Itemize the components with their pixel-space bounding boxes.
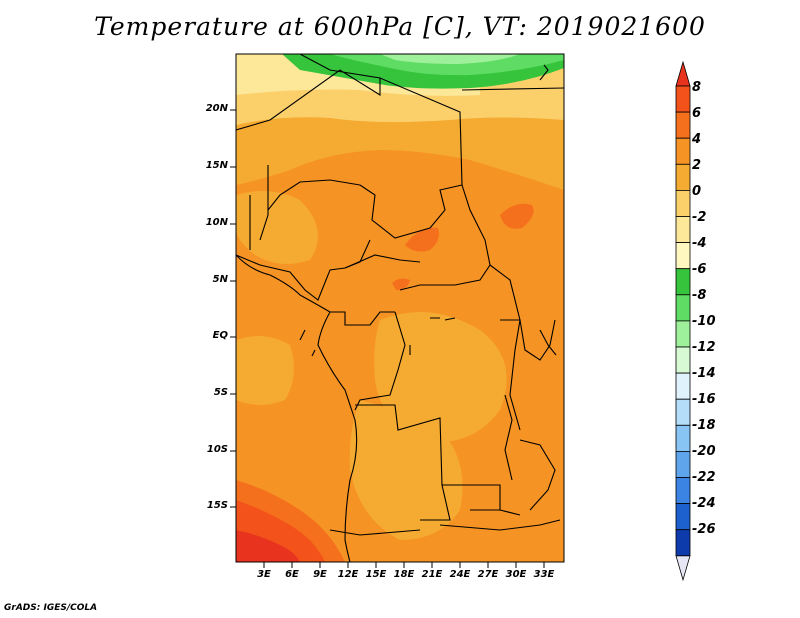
colorbar-swatch	[675, 268, 691, 296]
colorbar-swatch	[675, 137, 691, 165]
colorbar-arrow-top	[675, 60, 691, 87]
map-title: Temperature at 600hPa [C], VT: 201902160…	[94, 12, 706, 41]
colorbar-swatch	[675, 529, 691, 557]
colorbar-label: 4	[692, 132, 702, 147]
colorbar-label: -24	[692, 496, 716, 511]
colorbar-label: -2	[692, 210, 707, 225]
colorbar-swatch	[675, 372, 691, 400]
colorbar-swatch	[675, 242, 691, 270]
colorbar-swatch	[675, 450, 691, 478]
lat-label-5n: 5N	[212, 274, 228, 285]
colorbar-swatch	[675, 216, 691, 244]
colorbar-label: 2	[692, 158, 702, 173]
lon-label-12e: 12E	[337, 569, 359, 580]
colorbar-label: -8	[692, 288, 707, 303]
lon-label-3e: 3E	[257, 569, 271, 580]
colorbar-swatch	[675, 503, 691, 531]
colorbar-swatch	[675, 424, 691, 452]
lon-label-24e: 24E	[449, 569, 471, 580]
colorbar-swatch	[675, 346, 691, 374]
colorbar-swatch	[675, 163, 691, 191]
colorbar-label: -20	[692, 444, 716, 459]
colorbar-label: -12	[692, 340, 716, 355]
lon-label-27e: 27E	[477, 569, 499, 580]
colorbar-swatch	[675, 294, 691, 322]
colorbar-swatch	[675, 111, 691, 139]
lat-label-10s: 10S	[206, 444, 228, 455]
colorbar-label: 8	[692, 80, 702, 95]
lat-label-eq: EQ	[212, 330, 228, 341]
colorbar-swatch	[675, 477, 691, 505]
colorbar-label: 0	[692, 184, 702, 199]
lat-label-20n: 20N	[205, 103, 228, 114]
lat-label-15n: 15N	[205, 160, 228, 171]
colorbar-swatch	[675, 85, 691, 113]
country-borders	[236, 54, 564, 562]
lon-label-18e: 18E	[393, 569, 415, 580]
colorbar-swatch	[675, 398, 691, 426]
lon-label-6e: 6E	[285, 569, 299, 580]
lat-label-5s: 5S	[213, 387, 228, 398]
lon-label-9e: 9E	[313, 569, 327, 580]
colorbar-label: -4	[692, 236, 707, 251]
lon-label-21e: 21E	[421, 569, 443, 580]
temperature-field	[236, 54, 564, 562]
colorbar-arrow-bottom	[675, 555, 691, 582]
colorbar-label: -6	[692, 262, 707, 277]
lat-label-10n: 10N	[205, 217, 228, 228]
colorbar-label: 6	[692, 106, 702, 121]
lat-ticks	[230, 109, 236, 508]
footer-credit: GrADS: IGES/COLA	[4, 603, 98, 613]
colorbar-label: -16	[692, 392, 716, 407]
lat-label-15s: 15S	[206, 500, 228, 511]
colorbar-label: -10	[692, 314, 716, 329]
map-frame	[235, 53, 565, 563]
lon-ticks	[263, 562, 545, 568]
colorbar-swatch	[675, 189, 691, 217]
lon-label-33e: 33E	[533, 569, 555, 580]
colorbar-label: -18	[692, 418, 716, 433]
colorbar-label: -26	[692, 522, 716, 537]
colorbar-swatch	[675, 320, 691, 348]
colorbar-label: -22	[692, 470, 716, 485]
colorbar-label: -14	[692, 366, 716, 381]
lon-label-15e: 15E	[365, 569, 387, 580]
lon-label-30e: 30E	[505, 569, 527, 580]
